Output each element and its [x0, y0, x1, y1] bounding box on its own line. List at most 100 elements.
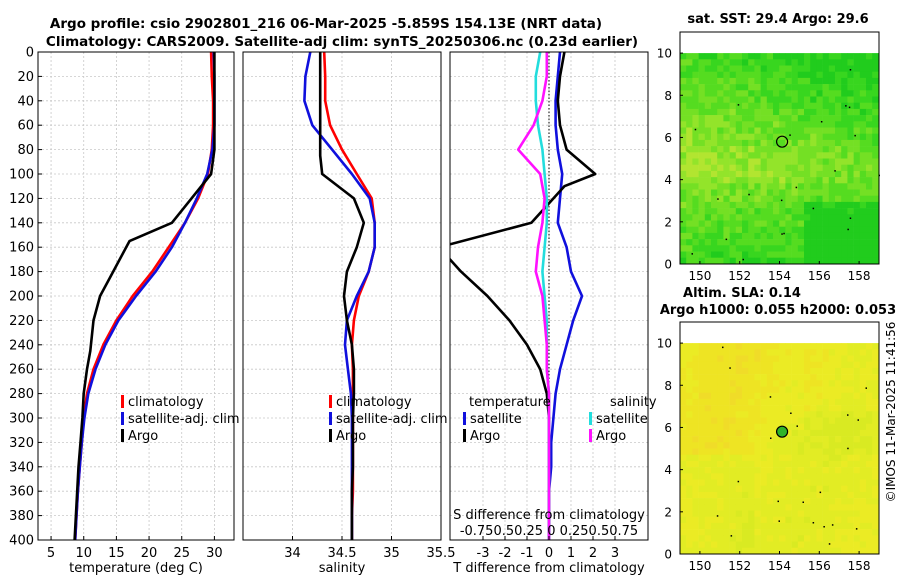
heatmap-cell	[686, 479, 693, 486]
heatmap-cell	[748, 510, 755, 517]
heatmap-cell	[698, 133, 706, 141]
heatmap-cell	[766, 195, 774, 203]
heatmap-cell	[711, 392, 718, 400]
heatmap-cell	[773, 535, 780, 542]
heatmap-cell	[828, 59, 836, 66]
heatmap-cell	[704, 257, 712, 265]
difference-series	[450, 52, 597, 540]
legend-label-satellite: satellite-adj. clim	[128, 412, 240, 427]
heatmap-cell	[729, 71, 737, 79]
heatmap-cell	[692, 226, 699, 234]
heatmap-cell	[698, 226, 706, 234]
heatmap-cell	[785, 436, 792, 443]
heatmap-cell	[754, 251, 761, 258]
heatmap-cell	[742, 77, 749, 85]
heatmap-cell	[872, 127, 879, 134]
legend-swatch-satellite	[121, 412, 124, 425]
heatmap-cell	[804, 460, 811, 468]
lon-tick-label: 156	[808, 559, 831, 573]
heatmap-cell	[735, 139, 743, 147]
heatmap-cell	[797, 398, 805, 406]
heatmap-cell	[704, 214, 712, 221]
heatmap-cell	[773, 491, 780, 499]
heatmap-cell	[785, 380, 792, 387]
heatmap-cell	[866, 349, 873, 356]
heatmap-cell	[822, 245, 830, 252]
heatmap-cell	[797, 164, 805, 172]
heatmap-cell	[742, 386, 749, 393]
heatmap-cell	[742, 170, 749, 178]
heatmap-cell	[766, 133, 774, 141]
heatmap-cell	[680, 232, 687, 240]
land-speck	[845, 105, 847, 107]
heatmap-cell	[828, 108, 836, 116]
heatmap-cell	[729, 220, 737, 227]
heatmap-cell	[686, 152, 693, 159]
heatmap-cell	[797, 454, 805, 462]
heatmap-cell	[797, 71, 805, 79]
heatmap-cell	[779, 245, 786, 252]
land-speck	[854, 134, 856, 137]
heatmap-cell	[872, 59, 879, 66]
heatmap-cell	[735, 170, 743, 178]
heatmap-cell	[698, 367, 706, 375]
heatmap-cell	[723, 214, 730, 221]
heatmap-cell	[835, 96, 842, 103]
heatmap-cell	[822, 195, 830, 203]
heatmap-cell	[847, 429, 854, 437]
heatmap-cell	[797, 251, 805, 258]
heatmap-cell	[742, 71, 749, 79]
heatmap-cell	[828, 226, 836, 234]
heatmap-cell	[816, 208, 823, 215]
heatmap-cell	[723, 152, 730, 159]
temperature-x-label: temperature (deg C)	[69, 561, 203, 576]
heatmap-cell	[779, 467, 786, 474]
heatmap-cell	[835, 386, 842, 393]
heatmap-cell	[866, 448, 873, 455]
heatmap-cell	[680, 417, 687, 424]
heatmap-cell	[686, 220, 693, 227]
heatmap-cell	[791, 115, 799, 122]
heatmap-cell	[704, 504, 712, 511]
heatmap-cell	[717, 239, 724, 246]
heatmap-cell	[704, 226, 712, 234]
heatmap-cell	[779, 183, 786, 190]
heatmap-cell	[847, 491, 854, 499]
y-tick-label: 20	[17, 70, 34, 85]
x-tick-label: 2	[589, 546, 597, 561]
heatmap-cell	[835, 245, 842, 252]
heatmap-cell	[704, 454, 712, 462]
heatmap-cell	[760, 232, 768, 240]
heatmap-cell	[704, 522, 712, 530]
heatmap-cell	[853, 84, 861, 91]
heatmap-cell	[785, 133, 792, 141]
heatmap-cell	[766, 59, 774, 66]
heatmap-cell	[804, 529, 811, 536]
heatmap-cell	[804, 108, 811, 116]
heatmap-cell	[680, 53, 687, 60]
heatmap-cell	[791, 251, 799, 258]
heatmap-cell	[717, 251, 724, 258]
heatmap-cell	[791, 392, 799, 400]
heatmap-cell	[853, 547, 861, 555]
heatmap-cell	[686, 547, 693, 555]
heatmap-cell	[748, 226, 755, 234]
heatmap-cell	[785, 479, 792, 486]
heatmap-cell	[735, 115, 743, 122]
heatmap-cell	[717, 115, 724, 122]
heatmap-cell	[680, 386, 687, 393]
heatmap-cell	[797, 411, 805, 418]
heatmap-cell	[686, 127, 693, 134]
heatmap-cell	[847, 152, 854, 159]
heatmap-cell	[785, 343, 792, 350]
heatmap-cell	[680, 96, 687, 103]
heatmap-cell	[704, 349, 712, 356]
heatmap-cell	[828, 442, 836, 449]
heatmap-cell	[810, 498, 817, 505]
heatmap-cell	[754, 164, 761, 172]
heatmap-cell	[711, 467, 718, 474]
heatmap-cell	[698, 251, 706, 258]
heatmap-cell	[866, 90, 873, 97]
heatmap-cell	[841, 547, 848, 555]
heatmap-cell	[810, 398, 817, 406]
